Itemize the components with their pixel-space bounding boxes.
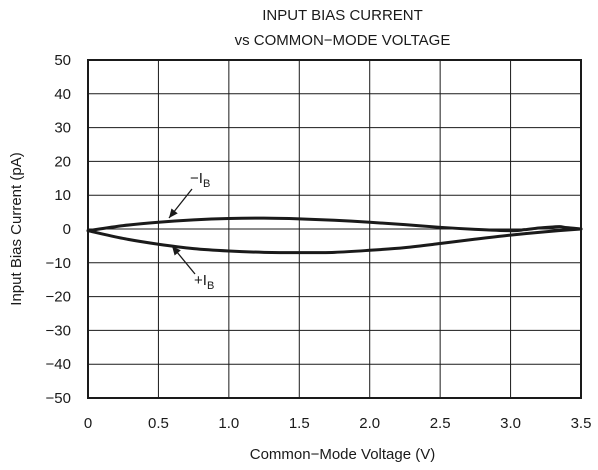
series-label-main: +I — [194, 272, 207, 289]
x-axis-label: Common−Mode Voltage (V) — [250, 446, 436, 463]
x-tick-label: 1.5 — [289, 415, 310, 432]
x-tick-labels: 0 0.5 1.0 1.5 2.0 2.5 3.0 3.5 — [84, 415, 592, 432]
series-label-plus-ib: +IB — [171, 245, 214, 292]
x-tick-label: 1.0 — [218, 415, 239, 432]
x-tick-label: 0 — [84, 415, 92, 432]
y-tick-label: 0 — [63, 221, 71, 238]
series-label-main: −I — [190, 170, 203, 187]
arrow-head — [169, 208, 178, 218]
series-label-text: +IB — [194, 272, 214, 292]
series-group — [86, 216, 583, 255]
plot-frame — [87, 59, 582, 399]
y-tick-label: −10 — [46, 255, 71, 272]
x-tick-label: 0.5 — [148, 415, 169, 432]
x-tick-label: 2.0 — [359, 415, 380, 432]
arrow-head — [172, 246, 181, 256]
y-tick-label: −30 — [46, 322, 71, 339]
series-line-minus-ib — [86, 216, 583, 233]
x-tick-label: 2.5 — [430, 415, 451, 432]
y-tick-label: 30 — [54, 120, 71, 137]
chart-title-line-1: INPUT BIAS CURRENT — [262, 7, 423, 24]
x-tick-label: 3.5 — [571, 415, 592, 432]
chart-title-line-2: vs COMMON−MODE VOLTAGE — [235, 32, 451, 49]
y-tick-label: 50 — [54, 52, 71, 69]
series-line-plus-ib — [86, 227, 583, 255]
series-label-subscript: B — [203, 178, 210, 190]
y-tick-label: −20 — [46, 289, 71, 306]
y-tick-label: −40 — [46, 356, 71, 373]
y-tick-labels: 50 40 30 20 10 0 −10 −20 −30 −40 −50 — [46, 52, 71, 407]
y-tick-label: 20 — [54, 153, 71, 170]
series-label-minus-ib: −IB — [168, 170, 210, 219]
series-label-text: −IB — [190, 170, 210, 190]
y-tick-label: 40 — [54, 86, 71, 103]
y-tick-label: −50 — [46, 390, 71, 407]
series-label-subscript: B — [207, 280, 214, 292]
y-axis-label: Input Bias Current (pA) — [8, 152, 25, 305]
grid — [87, 59, 582, 399]
x-tick-label: 3.0 — [500, 415, 521, 432]
y-tick-label: 10 — [54, 187, 71, 204]
